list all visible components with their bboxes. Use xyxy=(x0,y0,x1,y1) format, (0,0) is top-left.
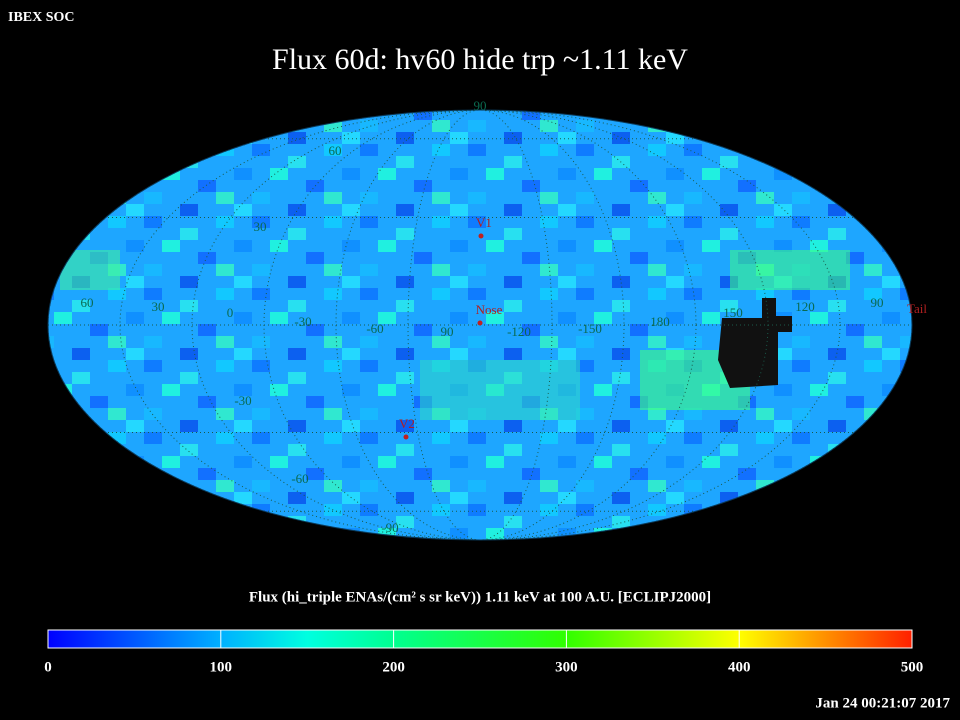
grid-label: 30 xyxy=(152,299,165,314)
source-label: IBEX SOC xyxy=(8,10,75,25)
colorbar xyxy=(47,629,913,649)
grid-label: 60 xyxy=(81,295,94,310)
marker-dot xyxy=(403,434,409,440)
grid-label: -30 xyxy=(234,393,251,408)
marker-label: Tail xyxy=(907,301,927,316)
marker-label: Nose xyxy=(476,302,503,317)
grid-label: 90 xyxy=(474,98,487,113)
colorbar-title: Flux (hi_triple ENAs/(cm² s sr keV)) 1.1… xyxy=(249,589,711,605)
colorbar-tick-label: 500 xyxy=(901,659,924,675)
grid-label: -120 xyxy=(507,324,531,339)
sky-map xyxy=(48,110,912,540)
grid-label: -30 xyxy=(294,314,311,329)
marker-dot xyxy=(478,233,484,239)
title: Flux 60d: hv60 hide trp ~1.11 keV xyxy=(272,43,688,76)
no-data-region xyxy=(718,298,792,388)
grid-label: 180 xyxy=(650,314,670,329)
colorbar-tick-label: 400 xyxy=(728,659,751,675)
grid-label: 30 xyxy=(254,219,267,234)
map-border xyxy=(47,109,913,541)
colorbar-tick-label: 200 xyxy=(382,659,405,675)
grid-label: 60 xyxy=(329,143,342,158)
flux-patch xyxy=(60,250,120,290)
grid-label: 120 xyxy=(795,299,815,314)
grid-label: -150 xyxy=(578,321,602,336)
colorbar-tick-label: 100 xyxy=(210,659,233,675)
grid-label: 0 xyxy=(227,305,234,320)
marker-label: V1 xyxy=(476,215,492,230)
grid-label: -90 xyxy=(381,520,398,535)
flux-patch xyxy=(420,360,580,420)
timestamp: Jan 24 00:21:07 2017 xyxy=(815,695,950,711)
marker-dot xyxy=(477,320,483,326)
grid-label: 90 xyxy=(871,295,884,310)
colorbar-tick-label: 300 xyxy=(555,659,578,675)
flux-patch xyxy=(730,250,850,290)
colorbar-tick-label: 0 xyxy=(44,659,52,675)
marker-label: V2 xyxy=(399,416,415,431)
grid-label: 150 xyxy=(723,305,743,320)
grid-label: -60 xyxy=(291,471,308,486)
grid-label: 90 xyxy=(441,324,454,339)
grid-label: -60 xyxy=(366,321,383,336)
